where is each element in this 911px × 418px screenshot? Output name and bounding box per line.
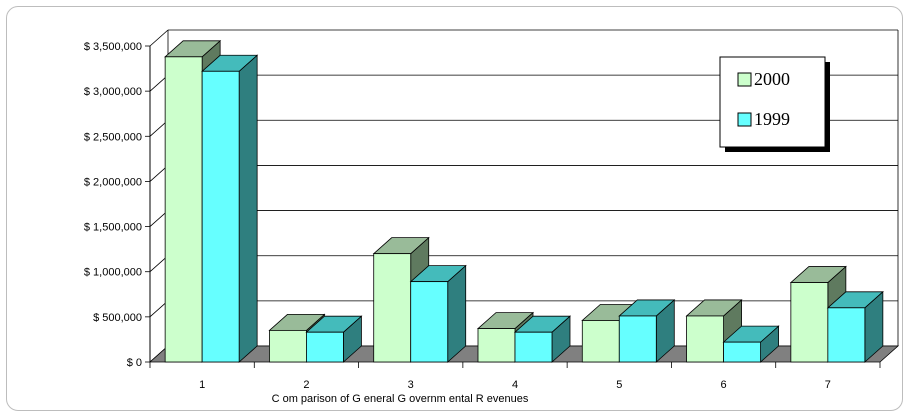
bar-front [514, 331, 553, 363]
x-tick-label-1: 1 [199, 379, 205, 391]
bar-front [410, 281, 449, 363]
legend: 2000 1999 [719, 56, 830, 152]
bar-1999-6 [722, 325, 780, 363]
bar-1999-3 [409, 264, 467, 363]
y-tick-label: $ 3,000,000 [84, 86, 142, 98]
bar-front [686, 315, 724, 363]
x-tick-label-2: 2 [303, 379, 309, 391]
bar-1999-7 [826, 290, 884, 363]
bar-1999-2 [305, 315, 363, 363]
bar-front [477, 328, 516, 363]
bar-side [447, 264, 467, 363]
bar-2000-6 [685, 299, 743, 363]
bar-1999-4 [513, 315, 572, 363]
legend-box [719, 56, 826, 148]
y-axis: $ 0 $ 500,000 $ 1,000,000 $ 1,500,000 $ 2,00… [84, 41, 150, 369]
legend-swatch-1999 [737, 112, 752, 127]
bar-front [581, 320, 620, 363]
x-axis-label: C om parison of G eneral G overnm ental … [272, 393, 529, 405]
y-tick-label: $ 1,000,000 [84, 267, 142, 279]
bar-1999-1 [201, 54, 259, 363]
bar-front [723, 341, 761, 363]
x-tick-label-5: 5 [616, 379, 622, 391]
x-tick-label-6: 6 [721, 379, 727, 391]
legend-swatch-2000 [737, 72, 752, 87]
y-tick-label: $ 3,500,000 [84, 41, 142, 53]
x-axis: 1 2 3 4 5 6 7 [149, 362, 881, 391]
bar-front [201, 70, 240, 363]
y-tick-label: $ 1,500,000 [84, 222, 142, 234]
bar-front [618, 315, 657, 363]
bar-front [790, 282, 829, 363]
wall-gridline [149, 29, 169, 47]
y-tick-label: $ 500,000 [93, 312, 142, 324]
y-tick-label: $ 2,000,000 [84, 176, 142, 188]
bar-side [238, 54, 258, 363]
y-tick-label: $ 2,500,000 [84, 131, 142, 143]
bar-layer [164, 39, 884, 363]
bar-front [373, 253, 412, 363]
bar-front [827, 307, 866, 363]
y-tick-label: $ 0 [127, 357, 142, 369]
legend-label-2000: 2000 [754, 69, 790, 89]
bar-front [306, 331, 344, 363]
bar-front [164, 56, 203, 363]
x-tick-label-4: 4 [512, 379, 518, 391]
x-tick-label-3: 3 [408, 379, 414, 391]
bar-1999-5 [618, 299, 676, 363]
bar-front [269, 329, 307, 363]
x-tick-label-7: 7 [825, 379, 831, 391]
legend-label-1999: 1999 [754, 109, 790, 129]
